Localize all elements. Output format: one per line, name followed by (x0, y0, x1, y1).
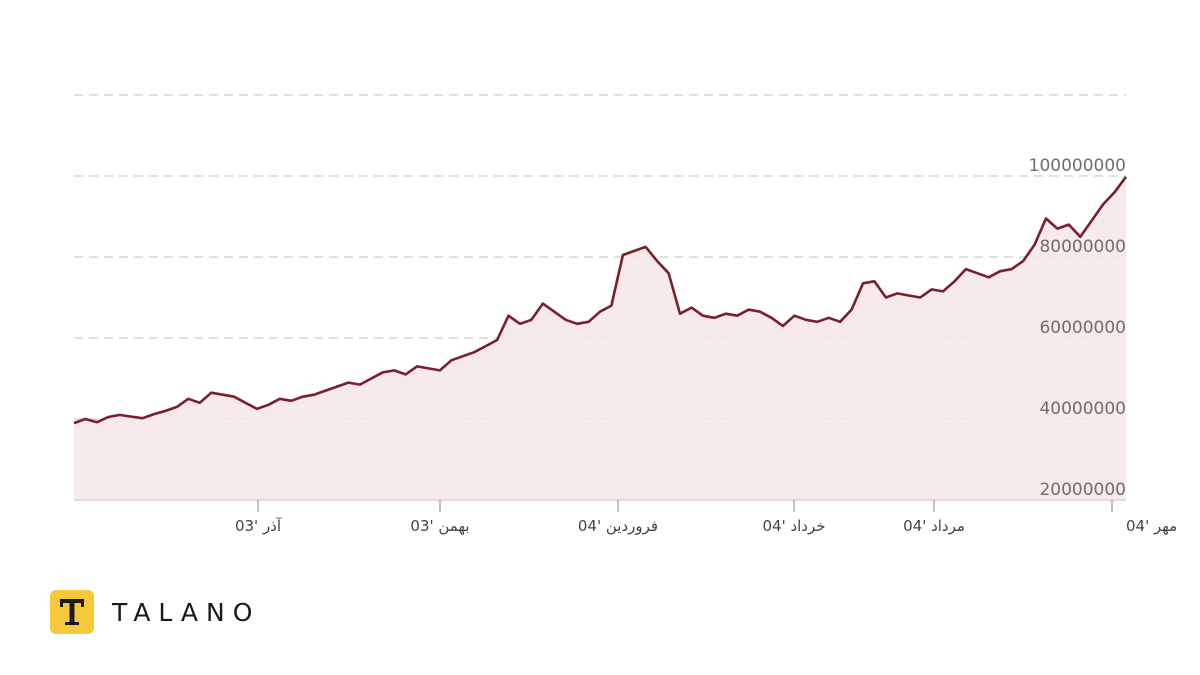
x-tick-label: بهمن '03 (410, 517, 469, 535)
logo-badge (50, 590, 94, 634)
x-tick-label: آذر '03 (235, 517, 282, 535)
price-area-chart: 100000000 80000000 60000000 40000000 2000000… (73, 94, 1177, 535)
y-tick-label: 100000000 (1029, 156, 1126, 176)
y-tick-label: 80000000 (1039, 237, 1126, 257)
series-line (73, 176, 1128, 425)
x-tick-label: مهر '04 (1126, 517, 1177, 535)
brand-name: TALANO (112, 597, 261, 627)
y-tick-label: 60000000 (1039, 318, 1126, 338)
y-tick-label: 40000000 (1039, 399, 1126, 419)
x-tick-label: خرداد '04 (762, 517, 825, 535)
area-fill (74, 176, 1126, 501)
logo-t-glyph (60, 599, 84, 625)
x-tick-label: مرداد '04 (903, 517, 965, 535)
y-tick-labels: 100000000 80000000 60000000 40000000 2000000… (1029, 156, 1126, 500)
x-tick-labels: آذر '03 بهمن '03 فروردین '04 خرداد '04 مرداد… (235, 500, 1177, 535)
x-tick-label: فروردین '04 (578, 517, 658, 535)
talano-logo: TALANO (50, 590, 260, 634)
y-tick-label: 20000000 (1039, 480, 1126, 500)
